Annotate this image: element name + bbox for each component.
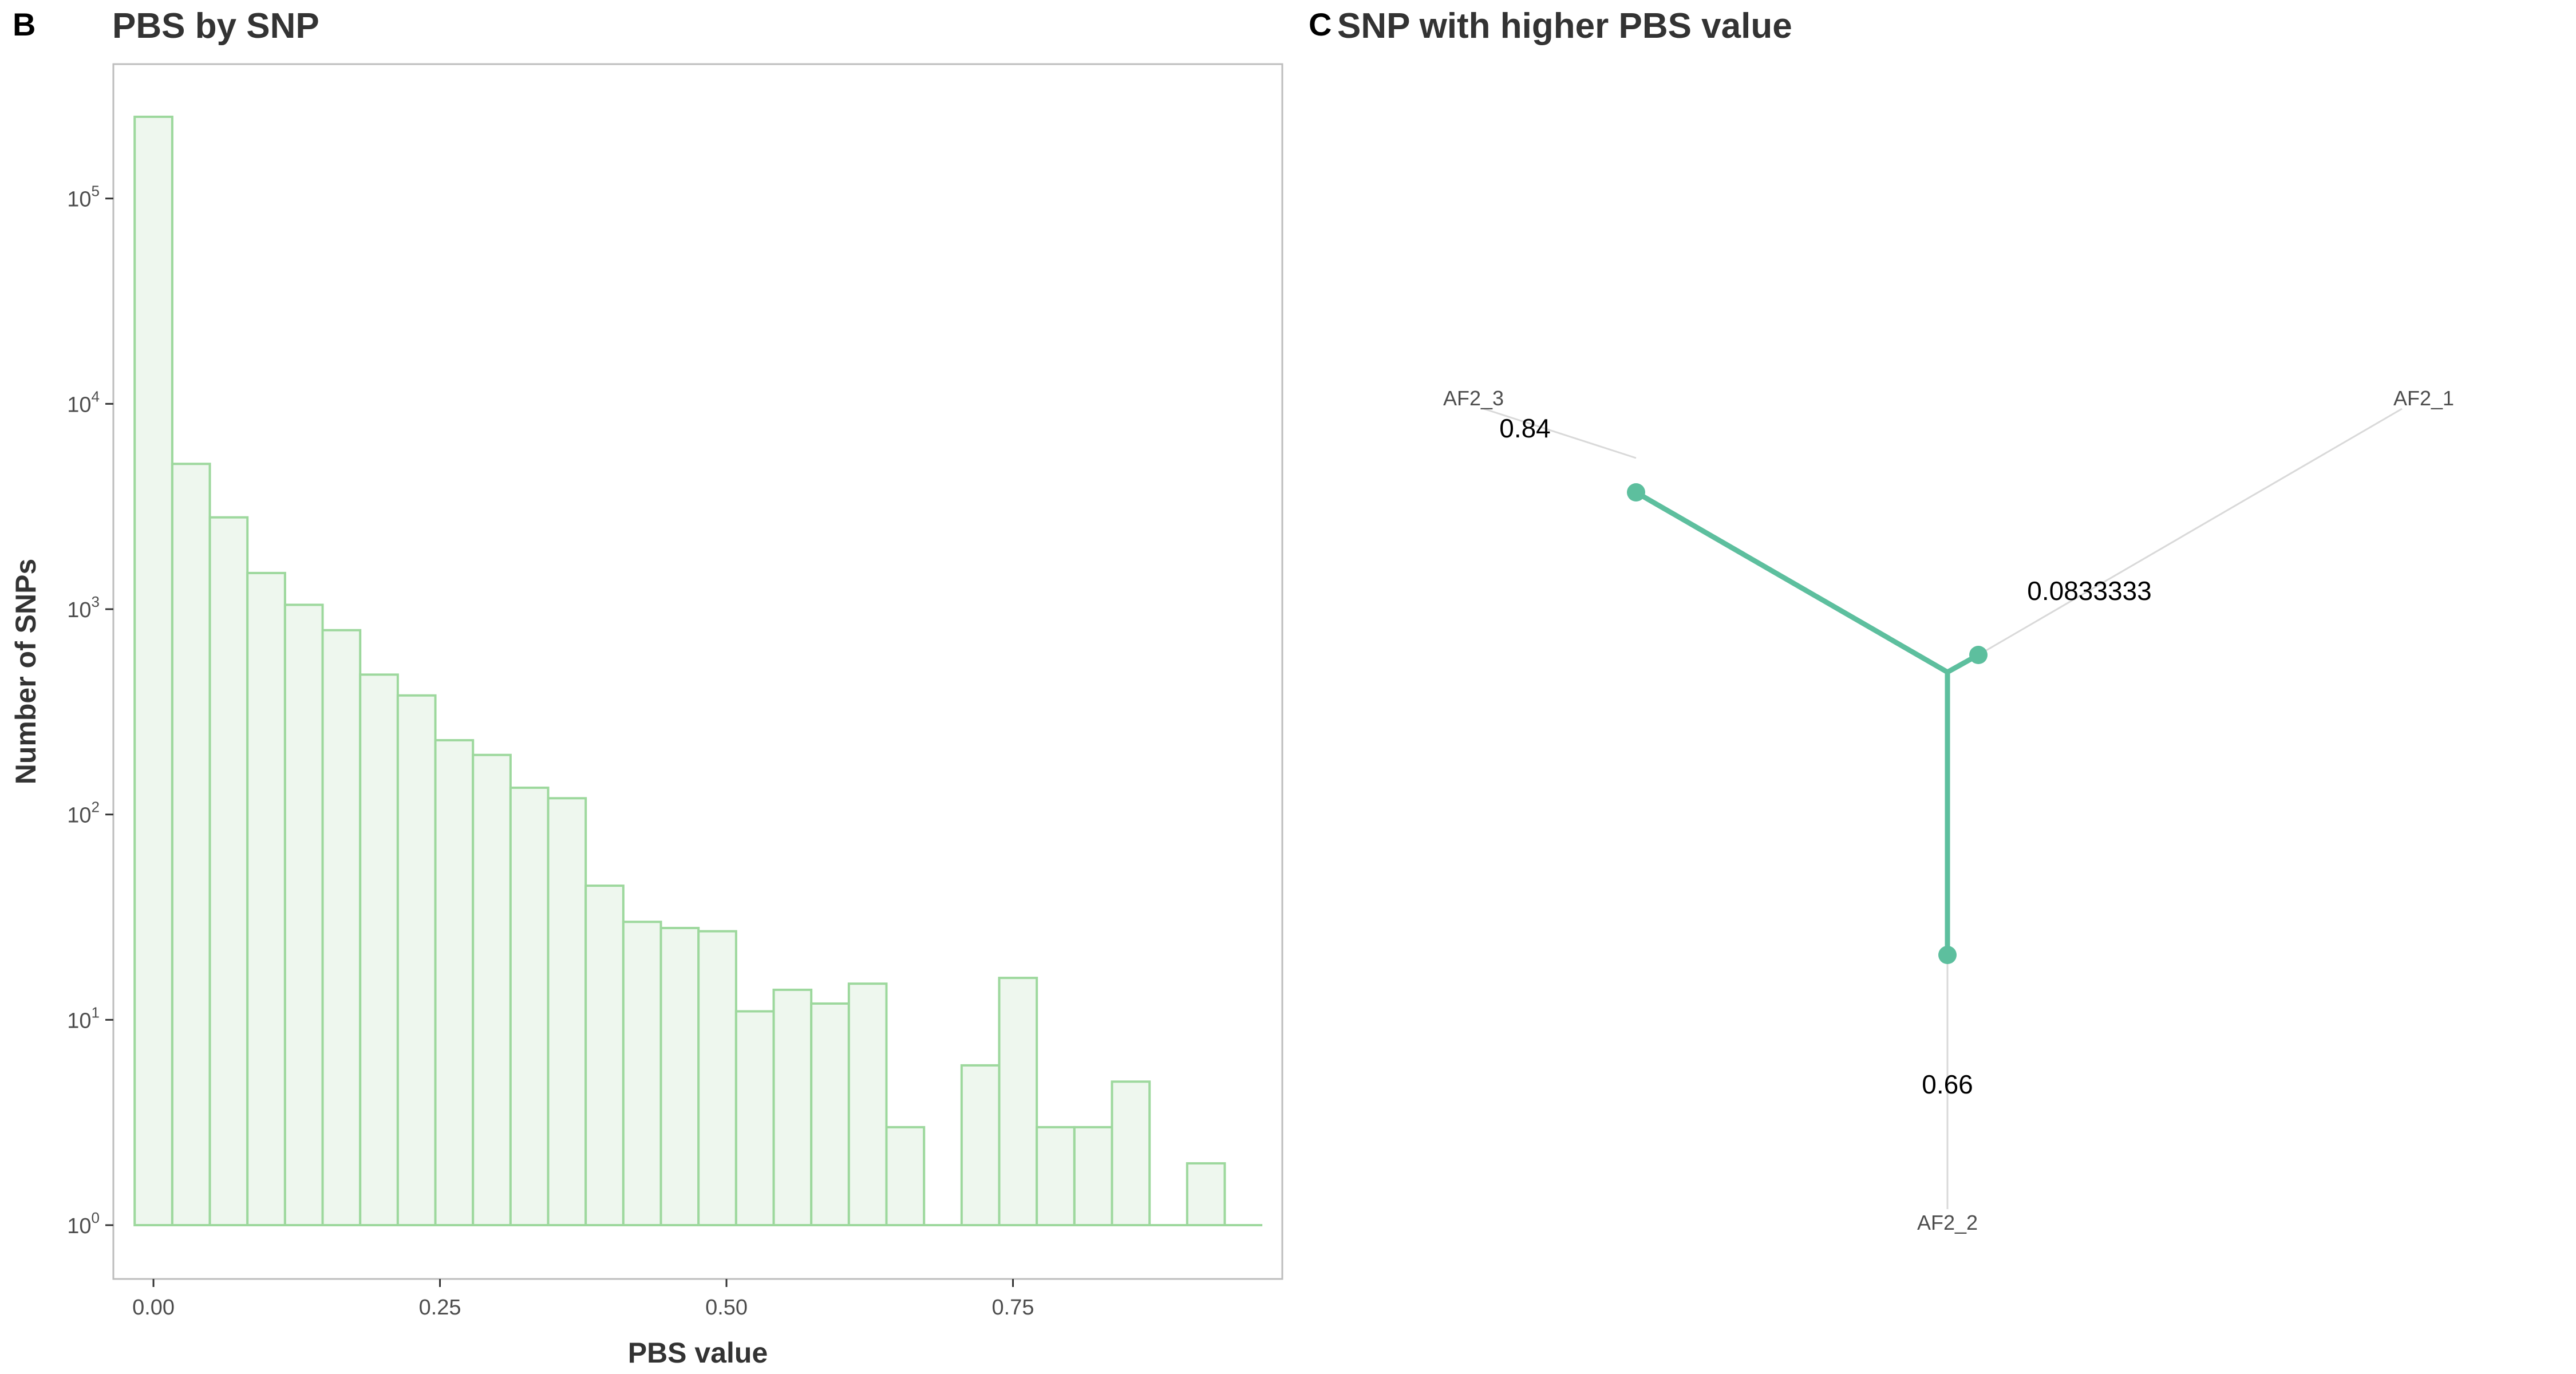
y-tick-label: 101 <box>67 1004 100 1033</box>
histogram-bar <box>283 603 324 1226</box>
guide-line-af2-1 <box>1978 408 2403 656</box>
histogram-bar <box>1111 1080 1151 1226</box>
histogram-bar <box>998 977 1038 1227</box>
panel-b-letter: B <box>13 6 35 42</box>
y-tick-label: 103 <box>67 593 100 622</box>
histogram-bar <box>1073 1126 1113 1227</box>
histogram-bar <box>584 885 625 1226</box>
histogram-bar <box>547 797 587 1226</box>
histogram-bar <box>509 786 550 1227</box>
histogram-bar <box>847 982 888 1226</box>
histogram-bars <box>133 116 1263 1227</box>
histogram-bar <box>734 1010 775 1226</box>
y-axis-title: Number of SNPs <box>10 559 42 785</box>
x-tick-label: 0.50 <box>705 1296 748 1320</box>
x-axis-title: PBS value <box>628 1337 768 1369</box>
x-tick-label: 0.00 <box>132 1296 175 1320</box>
histogram-bar <box>359 673 399 1226</box>
panel-b: B PBS by SNP 0.00 0.25 0.50 0.75 1001011021… <box>10 6 1283 1369</box>
branch-label-af2-3: 0.84 <box>1499 413 1551 443</box>
histogram-bar <box>659 926 700 1226</box>
node-dot-af2-2 <box>1938 946 1957 964</box>
node-label-af2-1: AF2_1 <box>2393 386 2454 410</box>
guide-line-af2-3 <box>1483 408 1637 459</box>
histogram-bar <box>622 921 662 1226</box>
histogram-bar <box>171 463 211 1227</box>
x-tick-label: 0.25 <box>419 1296 461 1320</box>
histogram-bar <box>396 694 437 1226</box>
node-label-af2-3: AF2_3 <box>1443 386 1504 410</box>
histogram-bar <box>885 1126 926 1227</box>
histogram-bar <box>246 571 286 1226</box>
histogram-bar <box>697 930 737 1227</box>
y-tick-label: 104 <box>67 388 100 417</box>
histogram-bar <box>1036 1126 1076 1227</box>
panel-c-letter: C <box>1309 6 1332 42</box>
histogram-bar <box>133 116 173 1226</box>
node-dot-af2-1 <box>1969 646 1988 664</box>
plot-border <box>112 63 1283 1280</box>
panel-c: C SNP with higher PBS value AF2_3 AF2_1 … <box>1309 6 2454 1234</box>
y-tick-label: 102 <box>67 799 100 828</box>
histogram-bar <box>321 629 362 1226</box>
tree-diagram: AF2_3 AF2_1 AF2_2 0.84 0.0833333 0.66 <box>1443 386 2454 1234</box>
x-tick-label: 0.75 <box>992 1296 1034 1320</box>
panel-b-title: PBS by SNP <box>112 6 319 46</box>
y-axis-ticks: 100 101 102 103 104 105 <box>67 183 113 1238</box>
histogram-bar <box>434 739 475 1227</box>
histogram-bar <box>810 1002 850 1227</box>
histogram-bar <box>772 988 813 1226</box>
node-dot-af2-3 <box>1627 483 1645 502</box>
panel-c-title: SNP with higher PBS value <box>1337 6 1792 46</box>
histogram-bar <box>1186 1162 1226 1226</box>
branch-af2-3 <box>1634 490 1949 674</box>
y-tick-label: 100 <box>67 1209 100 1238</box>
y-tick-label: 105 <box>67 183 100 212</box>
branch-label-af2-2: 0.66 <box>1922 1069 1973 1099</box>
branch-label-af2-1: 0.0833333 <box>2027 576 2151 606</box>
x-axis-ticks: 0.00 0.25 0.50 0.75 <box>132 1279 1034 1320</box>
histogram-bar <box>472 753 512 1226</box>
histogram-bar <box>960 1064 1001 1226</box>
histogram-bar <box>208 516 249 1227</box>
node-label-af2-2: AF2_2 <box>1917 1211 1978 1234</box>
